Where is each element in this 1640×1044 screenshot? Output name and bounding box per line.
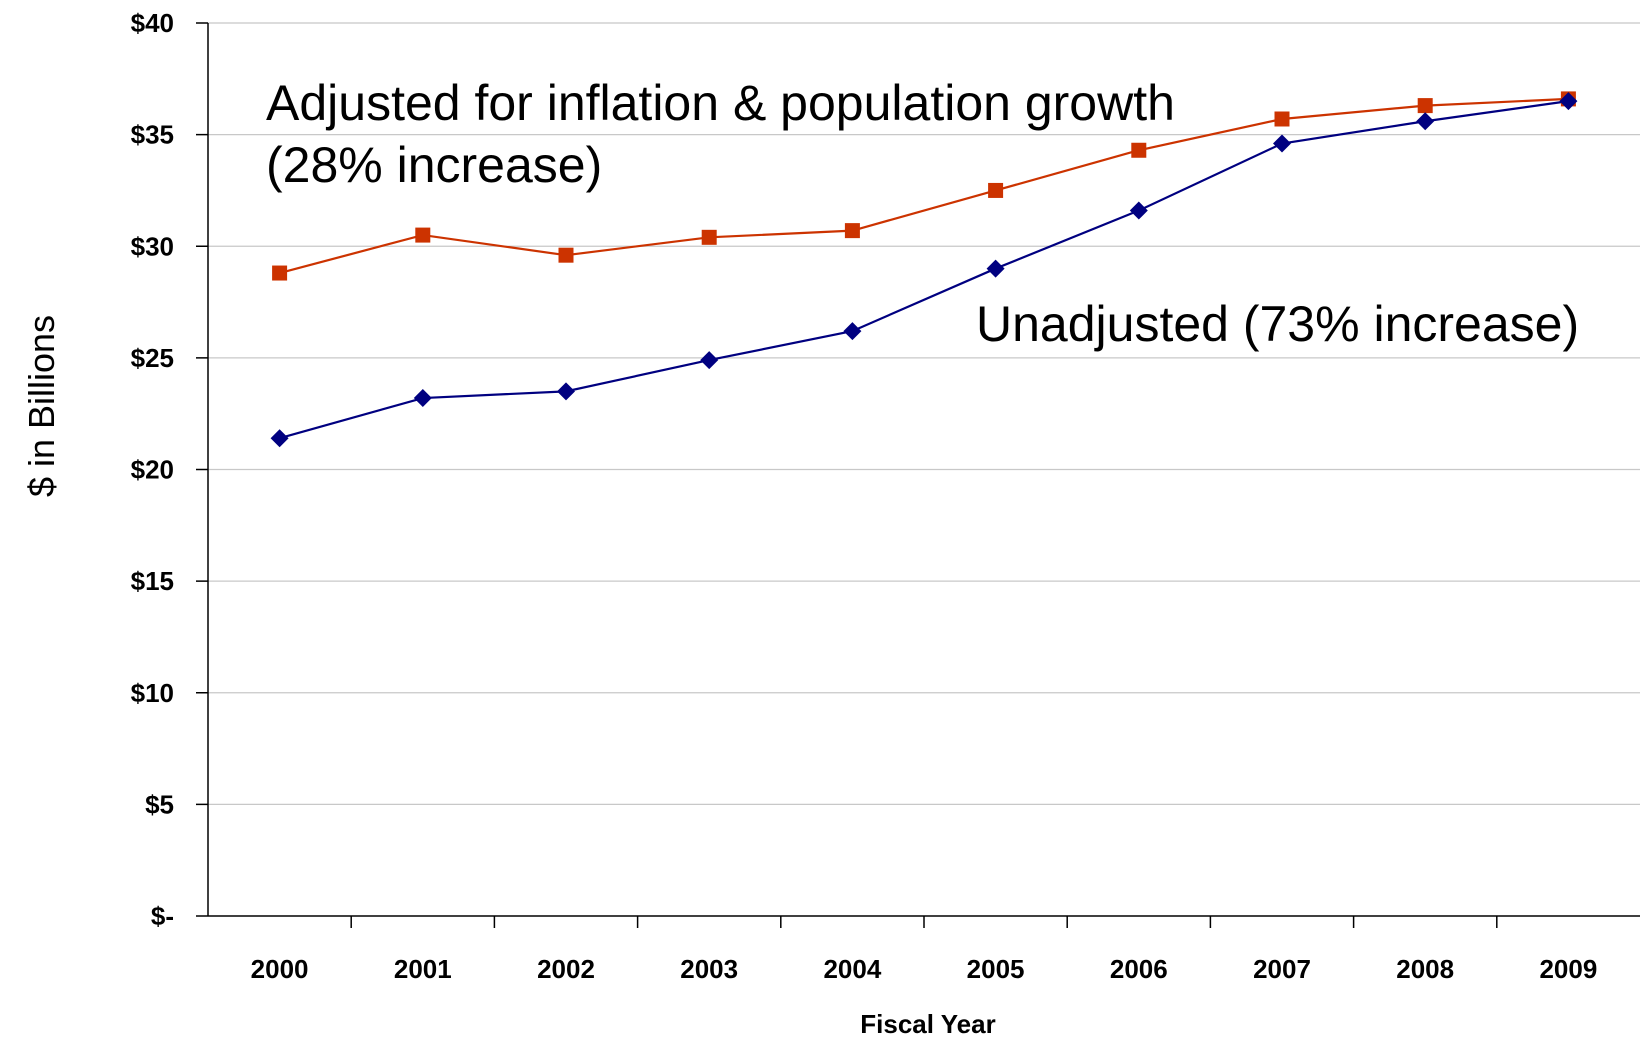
x-tick-label: 2003: [680, 954, 738, 984]
unadjusted-series-point: [1273, 134, 1291, 153]
axes: [196, 22, 1640, 928]
adjusted-series-point: [1274, 111, 1290, 127]
adjusted-series-point: [272, 265, 288, 281]
adjusted-series-point: [1417, 98, 1433, 114]
x-tick-label: 2007: [1253, 954, 1311, 984]
x-tick-label: 2009: [1539, 954, 1597, 984]
unadjusted-series-point: [557, 382, 575, 401]
y-tick-label: $5: [145, 789, 174, 819]
y-tick-label: $35: [131, 120, 174, 150]
adjusted-series-point: [558, 247, 574, 263]
y-tick-label: $30: [131, 231, 174, 261]
x-tick-label: 2004: [823, 954, 881, 984]
unadjusted-series-point: [843, 322, 862, 341]
unadjusted-series-point: [986, 259, 1005, 278]
x-tick-label: 2001: [394, 954, 452, 984]
y-tick-label: $40: [131, 8, 174, 38]
unadjusted-series-point: [1129, 201, 1148, 220]
x-tick-label: 2008: [1396, 954, 1454, 984]
x-tick-label: 2000: [251, 954, 309, 984]
x-tick-label: 2005: [967, 954, 1025, 984]
adjusted-series-point: [701, 229, 717, 245]
unadjusted-series-annotation: Unadjusted (73% increase): [976, 296, 1579, 352]
unadjusted-series-point: [1559, 92, 1578, 111]
adjusted-series-annotation-line2: (28% increase): [266, 137, 602, 193]
y-tick-label: $10: [131, 678, 174, 708]
adjusted-series-point: [415, 227, 431, 243]
x-tick-label: 2006: [1110, 954, 1168, 984]
unadjusted-series-point: [1416, 112, 1435, 131]
adjusted-series-point: [1131, 142, 1147, 158]
series-lines: [279, 97, 1569, 440]
y-axis-title: $ in Billions: [21, 315, 62, 497]
unadjusted-series-point: [270, 429, 289, 448]
adjusted-series-point: [844, 223, 860, 239]
x-tick-labels: 2000 2001 2002 2003 2004 2005 2006 2007 2008 2009: [251, 954, 1598, 984]
y-tick-labels: $- $5 $10 $15 $20 $25 $30 $35 $40: [131, 8, 174, 931]
unadjusted-series-point: [413, 389, 432, 408]
grid-lines: [208, 22, 1640, 805]
series-markers: [270, 91, 1578, 448]
x-tick-label: 2002: [537, 954, 595, 984]
adjusted-series-annotation-line1: Adjusted for inflation & population grow…: [266, 75, 1175, 131]
y-tick-label: $20: [131, 455, 174, 485]
y-tick-label: $25: [131, 343, 174, 373]
y-tick-label: $-: [151, 901, 174, 931]
adjusted-series-point: [988, 182, 1004, 198]
adjusted-series-line: [279, 97, 1569, 275]
unadjusted-series-line: [279, 100, 1569, 440]
unadjusted-series-point: [700, 351, 719, 370]
y-tick-label: $15: [131, 566, 174, 596]
x-axis-title: Fiscal Year: [860, 1009, 995, 1039]
